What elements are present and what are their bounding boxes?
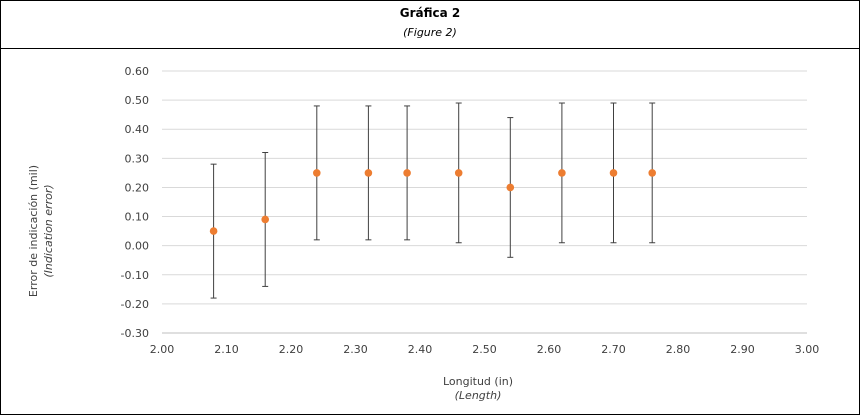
y-tick-labels: -0.30 -0.20 -0.10 0.00 0.10 0.20 0.30 0.40 0.50 0… [121,65,149,340]
x-tick-label: 2.30 [343,343,368,356]
data-point [261,216,269,224]
x-tick-label: 3.00 [795,343,820,356]
y-tick-label: -0.30 [121,327,149,340]
y-axis-title: Error de indicación (mil) [27,165,40,297]
x-tick-label: 2.20 [279,343,304,356]
data-point [403,169,411,177]
y-tick-label: 0.30 [125,152,150,165]
y-tick-label: 0.40 [125,123,150,136]
data-point [610,169,618,177]
x-tick-label: 2.00 [150,343,175,356]
x-tick-label: 2.70 [601,343,626,356]
data-point [313,169,321,177]
y-tick-label: 0.10 [125,211,150,224]
x-tick-label: 2.50 [472,343,497,356]
y-tick-label: 0.00 [125,240,150,253]
y-axis-title-english: (Indication error) [42,184,55,277]
y-tick-label: 0.60 [125,65,150,78]
y-tick-label: -0.10 [121,269,149,282]
data-point [648,169,656,177]
x-axis-title-english: (Length) [455,389,502,402]
x-axis-title: Longitud (in) [443,375,513,388]
error-bars [211,103,656,298]
data-point [210,227,218,235]
data-point [455,169,463,177]
y-tick-label: 0.20 [125,181,150,194]
x-tick-label: 2.10 [214,343,239,356]
y-tick-label: -0.20 [121,298,149,311]
x-tick-label: 2.90 [730,343,755,356]
data-point [558,169,566,177]
data-points [210,169,656,235]
x-tick-label: 2.40 [408,343,433,356]
data-point [365,169,373,177]
x-tick-labels: 2.00 2.10 2.20 2.30 2.40 2.50 2.60 2.70 2.80 2.90… [150,343,820,356]
y-tick-label: 0.50 [125,94,150,107]
data-point [507,184,515,192]
x-tick-label: 2.60 [537,343,562,356]
x-tick-label: 2.80 [666,343,691,356]
gridlines [162,71,807,333]
